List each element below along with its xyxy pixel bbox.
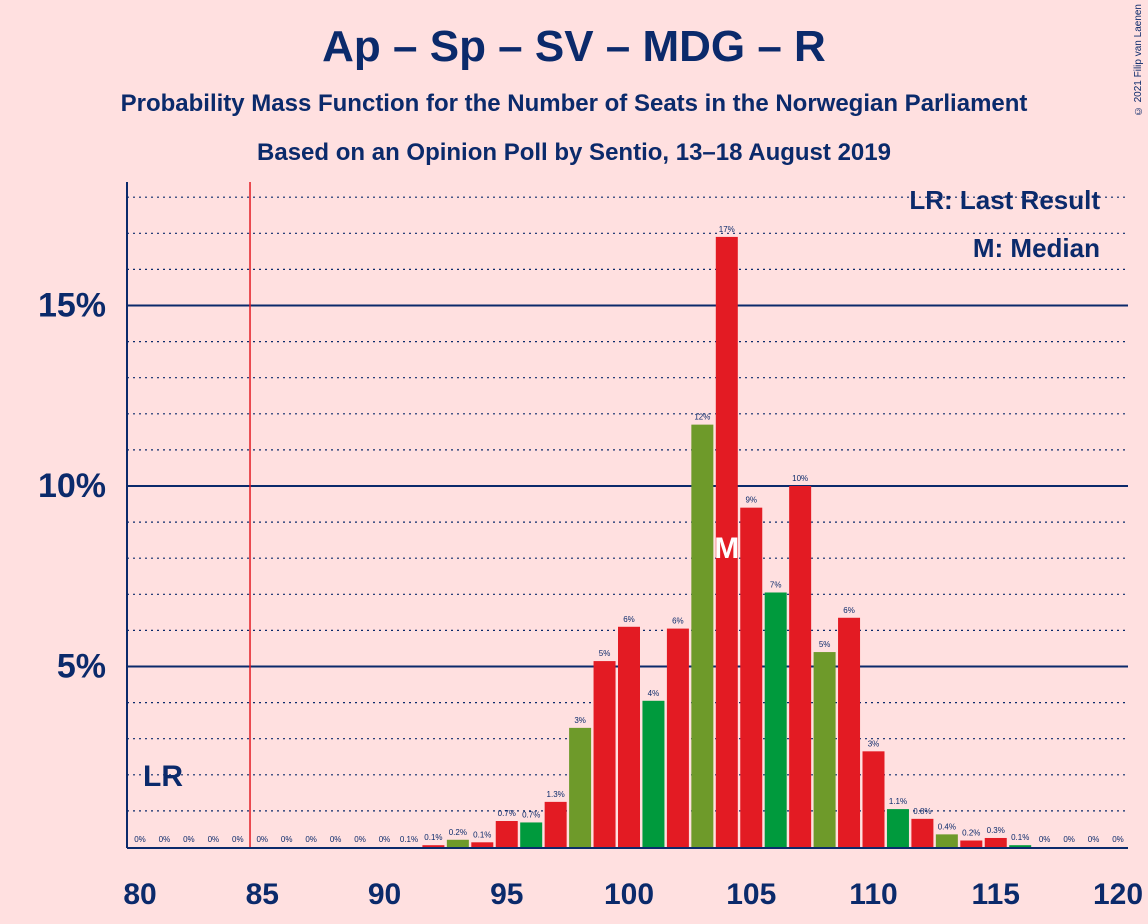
bar-label-99: 5% (599, 649, 611, 658)
bar-104 (715, 236, 738, 847)
bar-112 (911, 818, 934, 847)
bar-107 (789, 486, 812, 847)
x-tick-95: 95 (490, 878, 523, 911)
bar-98 (569, 727, 592, 847)
bar-92 (422, 845, 445, 847)
bar-label-80: 0% (134, 835, 146, 844)
legend-last-result: LR: Last Result (909, 185, 1100, 215)
x-tick-115: 115 (972, 878, 1020, 911)
x-tick-80: 80 (123, 878, 156, 911)
chart-subtitle-2: Based on an Opinion Poll by Sentio, 13–1… (257, 139, 891, 166)
bar-label-112: 0.8% (913, 807, 931, 816)
bar-94 (471, 842, 494, 847)
x-tick-90: 90 (368, 878, 401, 911)
bar-111 (886, 809, 909, 847)
bar-label-95: 0.7% (498, 809, 516, 818)
x-tick-110: 110 (849, 878, 897, 911)
x-tick-100: 100 (604, 878, 654, 911)
bar-96 (520, 822, 543, 847)
chart-title: Ap – Sp – SV – MDG – R (322, 22, 826, 71)
bar-label-82: 0% (183, 835, 195, 844)
bar-label-91: 0.1% (400, 835, 418, 844)
bar-label-118: 0% (1063, 835, 1075, 844)
bar-label-106: 7% (770, 580, 782, 589)
bar-label-92: 0.1% (424, 833, 442, 842)
y-tick-15%: 15% (38, 287, 106, 325)
bar-label-93: 0.2% (449, 828, 467, 837)
bar-label-107: 10% (792, 474, 808, 483)
bar-label-120: 0% (1112, 835, 1124, 844)
bar-label-119: 0% (1088, 835, 1100, 844)
x-tick-105: 105 (726, 878, 776, 911)
bars (422, 236, 1032, 847)
bar-label-104: 17% (719, 225, 735, 234)
bar-97 (544, 801, 567, 847)
median-label: M (714, 532, 739, 565)
bar-99 (593, 661, 616, 847)
bar-label-114: 0.2% (962, 829, 980, 838)
bar-label-111: 1.1% (889, 797, 907, 806)
bar-109 (838, 617, 861, 847)
last-result-label: LR (143, 760, 183, 793)
bar-label-105: 9% (745, 496, 757, 505)
bar-label-94: 0.1% (473, 830, 491, 839)
bar-108 (813, 652, 836, 847)
bar-label-88: 0% (330, 835, 342, 844)
bar-label-89: 0% (354, 835, 366, 844)
y-tick-5%: 5% (57, 648, 106, 686)
bar-label-85: 0% (256, 835, 268, 844)
x-tick-85: 85 (246, 878, 279, 911)
x-tick-labels: 80 85 90 95 100 105 110 115 120 (123, 878, 1143, 911)
bar-label-98: 3% (574, 716, 586, 725)
bar-label-100: 6% (623, 615, 635, 624)
bar-label-86: 0% (281, 835, 293, 844)
bar-label-117: 0% (1039, 835, 1051, 844)
bar-114 (960, 840, 983, 847)
bar-label-108: 5% (819, 640, 831, 649)
bar-label-96: 0.7% (522, 810, 540, 819)
legend-median: M: Median (973, 233, 1100, 263)
bar-label-97: 1.3% (547, 790, 565, 799)
bar-label-115: 0.3% (987, 826, 1005, 835)
bar-95 (495, 821, 518, 847)
bar-105 (740, 507, 763, 847)
bar-label-102: 6% (672, 617, 684, 626)
x-tick-120: 120 (1093, 878, 1143, 911)
bar-label-101: 4% (648, 689, 660, 698)
bar-102 (666, 628, 689, 847)
chart-subtitle-1: Probability Mass Function for the Number… (120, 90, 1028, 117)
bar-label-116: 0.1% (1011, 833, 1029, 842)
bar-label-103: 12% (694, 413, 710, 422)
bar-label-84: 0% (232, 835, 244, 844)
bar-100 (618, 626, 640, 847)
bar-106 (764, 592, 787, 847)
bar-label-83: 0% (208, 835, 220, 844)
bar-93 (446, 839, 469, 847)
bar-label-87: 0% (305, 835, 317, 844)
bar-115 (984, 837, 1007, 847)
bar-113 (935, 834, 958, 847)
bar-110 (862, 751, 885, 847)
y-tick-10%: 10% (38, 467, 106, 505)
bar-label-110: 3% (868, 739, 880, 748)
bar-label-81: 0% (159, 835, 171, 844)
grid-lines (127, 196, 1128, 812)
bar-labels: 0% 0% 0% 0% 0% 0% 0% 0% 0% 0% 0% 0.1% 0.1% 0.2% 0.1% 0.… (134, 225, 1124, 844)
axes (126, 182, 1128, 849)
bar-116 (1009, 845, 1032, 847)
y-tick-labels: 5% 10% 15% (38, 287, 106, 686)
bar-label-90: 0% (379, 835, 391, 844)
bar-label-109: 6% (843, 606, 855, 615)
bar-103 (691, 424, 714, 847)
bar-101 (642, 700, 665, 847)
bar-label-113: 0.4% (938, 822, 956, 831)
